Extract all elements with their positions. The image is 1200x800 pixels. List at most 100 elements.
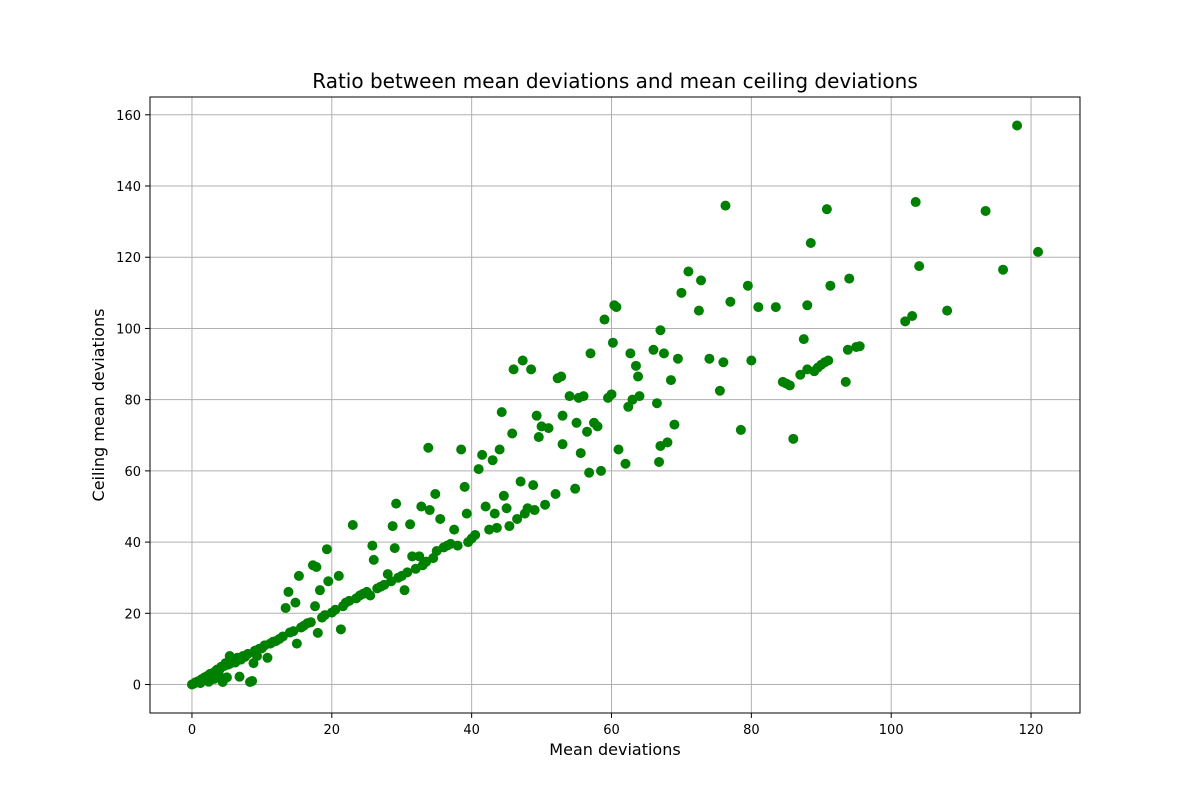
data-point [942,305,953,316]
data-point [718,357,729,368]
y-tick-label: 0 [133,679,141,694]
data-point [494,444,505,455]
data-point [330,604,341,615]
data-point [584,467,595,478]
data-point [788,433,799,444]
data-point [540,499,551,510]
data-point [389,543,400,554]
data-point [491,522,502,533]
data-point [770,302,781,313]
data-point [323,576,334,587]
data-point [517,355,528,366]
data-point [907,310,918,321]
data-point [557,439,568,450]
data-point [725,296,736,307]
x-tick-label: 80 [743,723,760,738]
data-point [470,529,481,540]
data-point [435,513,446,524]
data-points [186,120,1044,690]
data-point [416,501,427,512]
y-tick-label: 140 [116,180,141,195]
x-tick-label: 100 [879,723,904,738]
data-point [802,300,813,311]
data-point [599,314,610,325]
data-point [508,364,519,375]
data-point [821,204,832,215]
data-point [504,521,515,532]
data-point [784,380,795,391]
data-point [550,489,561,500]
data-point [842,344,853,355]
data-point [980,205,991,216]
y-tick-label: 100 [116,322,141,337]
data-point [293,570,304,581]
data-point [452,540,463,551]
data-point [655,325,666,336]
data-point [570,483,581,494]
data-point [501,503,512,514]
data-point [533,432,544,443]
data-point [234,671,245,682]
y-tick-label: 80 [124,394,141,409]
data-point [735,424,746,435]
data-point [459,481,470,492]
data-point [746,355,757,366]
data-point [575,448,586,459]
x-tick-label: 120 [1019,723,1044,738]
data-point [914,261,925,272]
data-point [526,364,537,375]
x-axis-label: Mean deviations [549,740,680,759]
data-point [310,601,321,612]
data-point [430,489,441,500]
data-point [512,513,523,524]
data-point [387,521,398,532]
data-point [424,505,435,516]
data-point [391,498,402,509]
data-point [477,449,488,460]
data-point [571,417,582,428]
data-point [596,465,607,476]
x-tick-label: 60 [603,723,620,738]
data-point [578,391,589,402]
data-point [582,426,593,437]
data-point [669,419,680,430]
data-point [693,305,704,316]
data-point [672,353,683,364]
data-point [683,266,694,277]
data-point [823,355,834,366]
data-point [557,410,568,421]
x-tick-label: 40 [463,723,480,738]
data-point [529,505,540,516]
data-point [367,540,378,551]
data-point [720,200,731,211]
data-point [280,602,291,613]
data-point [423,442,434,453]
data-point [620,458,631,469]
y-tick-label: 40 [124,536,141,551]
data-point [496,407,507,418]
data-point [283,586,294,597]
data-point [805,237,816,248]
data-point [825,280,836,291]
data-point [221,672,232,683]
data-point [484,524,495,535]
y-tick-label: 60 [124,465,141,480]
grid-lines [150,97,1080,713]
y-tick-label: 120 [116,251,141,266]
data-point [585,348,596,359]
data-point [461,508,472,519]
data-point [291,638,302,649]
data-point [592,421,603,432]
data-point [1012,120,1023,131]
data-point [611,302,622,313]
data-point [665,375,676,386]
data-point [405,519,416,530]
data-point [335,624,346,635]
data-point [305,617,316,628]
data-point [368,554,379,565]
data-point [480,501,491,512]
x-tick-label: 0 [188,723,196,738]
data-point [515,476,526,487]
data-point [321,544,332,555]
